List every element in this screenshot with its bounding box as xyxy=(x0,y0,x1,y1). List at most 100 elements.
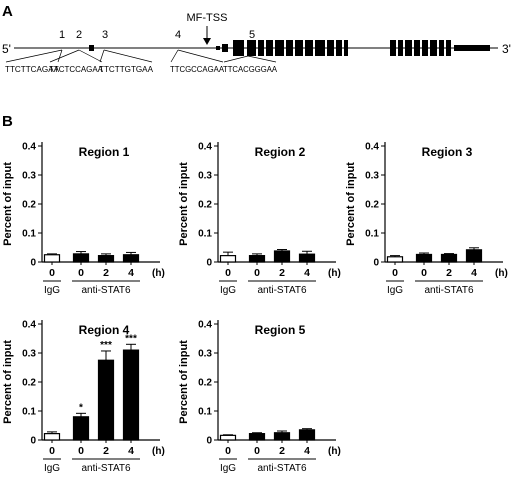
x-tick-label: 0 xyxy=(49,445,55,457)
group-label: IgG xyxy=(44,463,60,474)
three-prime-label: 3' xyxy=(502,42,511,56)
bar xyxy=(122,254,140,263)
y-tick-label: 0 xyxy=(206,436,212,447)
x-tick-label: 4 xyxy=(471,267,477,279)
site-number-1: 1 xyxy=(59,29,65,41)
y-axis-label: Percent of input xyxy=(178,340,190,424)
site-pointer xyxy=(5,49,63,63)
chart-title: Region 3 xyxy=(422,145,473,159)
x-tick-label: 4 xyxy=(304,267,310,279)
exon-block xyxy=(233,40,244,56)
exon-block xyxy=(446,40,451,56)
exon-block xyxy=(405,40,412,56)
x-tick-label: 0 xyxy=(254,267,260,279)
y-tick-label: 0.4 xyxy=(22,142,36,153)
bar xyxy=(248,433,266,441)
x-tick-label: 2 xyxy=(279,445,285,457)
chart-title: Region 5 xyxy=(255,323,306,337)
x-unit-label: (h) xyxy=(152,268,165,279)
site-sequence-5: TTCACGGGAA xyxy=(223,64,277,74)
exon-block xyxy=(430,40,437,56)
y-tick-label: 0.2 xyxy=(22,378,36,389)
x-tick-label: 0 xyxy=(78,445,84,457)
site-pointer xyxy=(78,49,103,63)
exon-block xyxy=(295,40,303,56)
bar xyxy=(72,416,90,441)
exon-block xyxy=(275,40,284,56)
exon-block xyxy=(422,40,428,56)
chart-title: Region 2 xyxy=(255,145,306,159)
bar xyxy=(97,359,115,441)
site-pointer xyxy=(223,55,249,63)
group-label: anti-STAT6 xyxy=(81,463,131,474)
y-axis-label: Percent of input xyxy=(2,340,14,424)
exon-block xyxy=(247,40,256,56)
exon-block xyxy=(315,40,325,56)
bar xyxy=(386,256,404,263)
site-number-2: 2 xyxy=(76,29,82,41)
x-tick-label: 4 xyxy=(128,445,134,457)
exon-block xyxy=(305,40,313,56)
x-tick-label: 2 xyxy=(103,267,109,279)
bar xyxy=(97,255,115,263)
y-tick-label: 0.1 xyxy=(22,407,36,418)
x-tick-label: 2 xyxy=(279,267,285,279)
exon-small xyxy=(216,46,220,50)
y-tick-label: 0 xyxy=(30,258,36,269)
y-tick-label: 0.3 xyxy=(365,171,379,182)
x-tick-label: 4 xyxy=(304,445,310,457)
chart-region-1: 0 0.1 0.2 0.3 0.4 Percent of input Region 1 0 0 2… xyxy=(2,142,165,297)
y-tick-label: 0.2 xyxy=(22,200,36,211)
y-tick-label: 0.3 xyxy=(198,349,212,360)
x-unit-label: (h) xyxy=(328,268,341,279)
chart-title: Region 4 xyxy=(79,323,130,337)
chart-region-5: 0 0.1 0.2 0.3 0.4 Percent of input Region 5 0 0 2… xyxy=(178,320,341,475)
exon-block xyxy=(414,40,420,56)
x-tick-label: 0 xyxy=(225,267,231,279)
x-unit-label: (h) xyxy=(328,446,341,457)
y-tick-label: 0.4 xyxy=(22,320,36,331)
x-unit-label: (h) xyxy=(495,268,508,279)
bar xyxy=(298,429,316,441)
x-tick-label: 0 xyxy=(254,445,260,457)
five-prime-label: 5' xyxy=(2,42,11,56)
site-pointer xyxy=(99,49,105,63)
y-tick-label: 0.4 xyxy=(365,142,379,153)
y-tick-label: 0.1 xyxy=(365,229,379,240)
site-number-3: 3 xyxy=(102,29,108,41)
x-tick-label: 2 xyxy=(103,445,109,457)
y-axis-label: Percent of input xyxy=(2,162,14,246)
significance-label: *** xyxy=(100,340,112,351)
y-tick-label: 0.3 xyxy=(22,171,36,182)
x-unit-label: (h) xyxy=(152,446,165,457)
bar xyxy=(273,250,291,263)
site-pointer xyxy=(177,49,224,63)
bar xyxy=(440,253,458,263)
site-pointer xyxy=(103,49,153,63)
exon-block xyxy=(266,40,273,56)
site-pointer xyxy=(247,55,277,63)
y-tick-label: 0.1 xyxy=(198,229,212,240)
y-tick-label: 0.4 xyxy=(198,320,212,331)
bar xyxy=(122,349,140,441)
y-tick-label: 0 xyxy=(373,258,379,269)
chart-region-3: 0 0.1 0.2 0.3 0.4 Percent of input Region 3 0 0 2… xyxy=(345,142,508,297)
bar xyxy=(273,432,291,441)
tss-arrow-icon xyxy=(203,26,211,45)
site-sequence-2: TTCTCCAGAA xyxy=(49,64,103,74)
promoter-marker xyxy=(89,45,94,51)
y-tick-label: 0.2 xyxy=(365,200,379,211)
exon-block xyxy=(258,40,264,56)
y-tick-label: 0.2 xyxy=(198,378,212,389)
group-label: anti-STAT6 xyxy=(257,285,307,296)
y-tick-label: 0.3 xyxy=(198,171,212,182)
x-tick-label: 0 xyxy=(49,267,55,279)
site-pointer xyxy=(57,49,63,63)
gene-exon-blocks xyxy=(89,40,490,56)
x-tick-label: 0 xyxy=(421,267,427,279)
utr-block xyxy=(454,45,490,51)
group-label: IgG xyxy=(220,463,236,474)
group-label: anti-STAT6 xyxy=(424,285,474,296)
exon-block xyxy=(390,40,396,56)
